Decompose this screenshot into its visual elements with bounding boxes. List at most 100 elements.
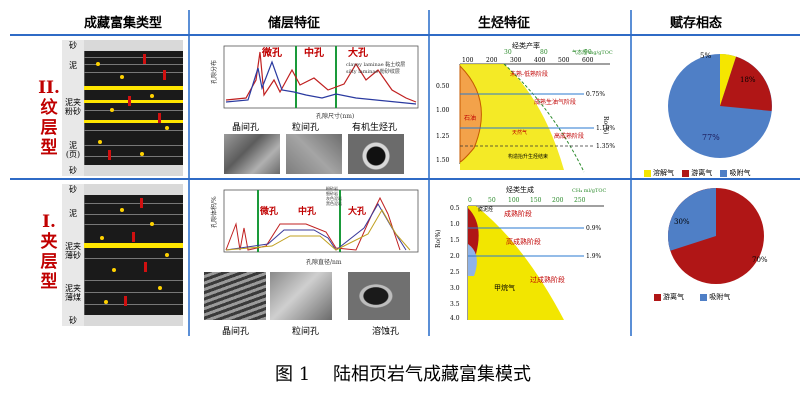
gen-title: 经类产率: [512, 41, 540, 50]
header-occurrence: 赋存相态: [670, 16, 723, 31]
intermediate-zone: [468, 244, 477, 276]
lamina: [84, 224, 183, 225]
gen-tick: 600: [582, 57, 594, 64]
pore-xlabel: 孔隙直径/nm: [306, 258, 342, 266]
sem-image: [348, 134, 404, 174]
pore-chart-top: 微孔 中孔 大孔 clayey laminae 黏土纹层 silty lamin…: [210, 45, 419, 120]
macro-pore-label: 大孔: [348, 46, 368, 59]
stratum-label: 砂: [62, 184, 85, 195]
stratum-label: 泥夹薄煤: [62, 271, 85, 315]
gas-point: [165, 126, 169, 130]
gen-ytick: 1.50: [436, 157, 450, 164]
sem-image: [204, 272, 266, 320]
gas-point: [120, 75, 124, 79]
pore-plot-frame: [223, 189, 419, 253]
sem-caption: 溶蚀孔: [372, 327, 400, 337]
sem-caption: 晶间孔: [232, 123, 260, 133]
lamina: [84, 156, 183, 157]
generation-diagram-top: 经类产率 气态烃 mg/gTOC 30 80 90 100 200 300 40…: [436, 41, 615, 173]
gen-stage: 高成熟阶段: [506, 237, 541, 246]
gen-stage: 成熟生油气阶段: [534, 98, 576, 106]
divider-3: [630, 10, 632, 336]
clayey-curve: [225, 51, 417, 103]
gas-point: [100, 236, 104, 240]
gas-point: [150, 222, 154, 226]
methane-zone: [468, 206, 564, 320]
lamina: [84, 57, 183, 58]
gen-tick: 150: [530, 197, 542, 204]
sem-image: [348, 272, 410, 320]
gas-point: [158, 286, 162, 290]
gen-ytick: 3.5: [450, 301, 460, 308]
gen-ytick: 2.5: [450, 269, 460, 276]
stratum-label: 泥夹粉砂: [62, 79, 85, 135]
migration-marker: [132, 232, 135, 242]
lamina: [84, 258, 183, 259]
gen-ytick: 4.0: [450, 315, 460, 322]
sem-caption: 粒间孔: [292, 327, 320, 337]
ro-mark: 0.75%: [586, 91, 605, 98]
macro-pore-label: 大孔: [348, 205, 366, 217]
gas-point: [165, 253, 169, 257]
gas-point: [104, 300, 108, 304]
gen-ytick: 1.5: [450, 237, 460, 244]
sapropel-label: 腐泥烃: [478, 206, 493, 213]
pore-legend: 黑色泥岩: [326, 200, 342, 206]
gen-tick: 400: [534, 57, 546, 64]
gen-stage: 高成熟阶段: [554, 132, 584, 140]
lamina: [84, 280, 183, 281]
gen-tick: 200: [486, 57, 498, 64]
gas-point: [98, 140, 102, 144]
migration-marker: [140, 198, 143, 208]
sand-interlayer: [84, 243, 183, 248]
meso-pore-label: 中孔: [304, 46, 324, 59]
sand-band: [84, 40, 183, 51]
oil-zone: [459, 64, 482, 163]
pie-label: 18%: [740, 76, 756, 84]
gen-tick: 80: [540, 49, 548, 56]
gen-stage: 过成熟阶段: [530, 275, 565, 284]
silty-curve: [225, 60, 417, 105]
row-label-interbedded: I.夹层型: [40, 212, 58, 292]
silt-lamina: [84, 120, 183, 123]
pore-legend: 灰色泥岩: [326, 195, 342, 201]
gen-ytick: 0.50: [436, 83, 450, 90]
series-curve: [225, 209, 411, 251]
sem-image: [224, 134, 280, 174]
ro-mark: 1.35%: [596, 143, 615, 150]
gen-title: 烃类生成: [506, 185, 534, 194]
gen-tick: 500: [558, 57, 570, 64]
pie-label: 30%: [674, 218, 690, 226]
pore-plot-frame: [223, 45, 419, 109]
row-rule: [10, 178, 800, 180]
sand-band: [84, 165, 183, 176]
stratum-label: 砂: [62, 40, 85, 51]
ro-mark: 0.9%: [586, 225, 602, 232]
header-accumulation-type: 成藏富集类型: [84, 16, 163, 31]
pore-legend-clay: clayey laminae 黏土纹层: [346, 61, 405, 68]
silt-lamina: [84, 100, 183, 103]
header-reservoir: 储层特征: [268, 16, 321, 31]
lamina: [84, 292, 183, 293]
divider-1: [188, 10, 190, 336]
gen-ytick: 1.0: [450, 221, 460, 228]
lamina: [84, 304, 183, 305]
migration-marker: [163, 70, 166, 80]
micro-pore-label: 微孔: [261, 46, 282, 59]
lamina: [84, 214, 183, 215]
figure-caption: 图 1 陆相页岩气成藏富集模式: [274, 364, 532, 385]
meso-pore-label: 中孔: [298, 205, 316, 217]
gas-zone-label: 天然气: [512, 129, 527, 136]
gen-unit: 气态烃 mg/gTOC: [572, 49, 613, 56]
migration-marker: [143, 54, 146, 64]
gen-stage: 未熟-低熟阶段: [510, 70, 548, 78]
gen-tick: 200: [552, 197, 564, 204]
stratum-label: 泥(页): [62, 135, 85, 165]
gas-point: [120, 208, 124, 212]
gas-point: [150, 94, 154, 98]
migration-marker: [124, 296, 127, 306]
gas-curve: [503, 63, 585, 173]
gen-ytick: 2.0: [450, 253, 460, 260]
pore-legend: 粉砂岩: [326, 185, 338, 191]
gen-ytick: 0.5: [450, 205, 460, 212]
